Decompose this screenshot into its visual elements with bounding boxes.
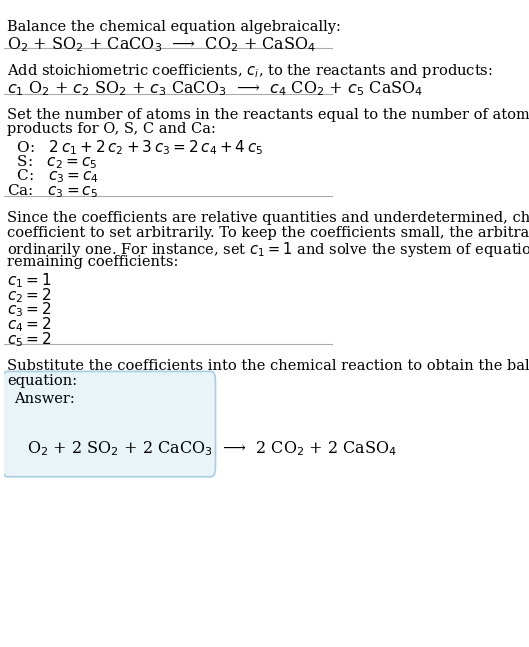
Text: Add stoichiometric coefficients, $c_i$, to the reactants and products:: Add stoichiometric coefficients, $c_i$, … (7, 62, 494, 80)
Text: Since the coefficients are relative quantities and underdetermined, choose a: Since the coefficients are relative quan… (7, 211, 529, 225)
Text: remaining coefficients:: remaining coefficients: (7, 255, 179, 269)
Text: O$_2$ + 2 SO$_2$ + 2 CaCO$_3$  ⟶  2 CO$_2$ + 2 CaSO$_4$: O$_2$ + 2 SO$_2$ + 2 CaCO$_3$ ⟶ 2 CO$_2$… (27, 440, 397, 459)
Text: ordinarily one. For instance, set $c_1 = 1$ and solve the system of equations fo: ordinarily one. For instance, set $c_1 =… (7, 241, 529, 259)
Text: Ca:   $c_3 = c_5$: Ca: $c_3 = c_5$ (7, 182, 98, 200)
Text: $c_4 = 2$: $c_4 = 2$ (7, 315, 52, 334)
Text: $c_3 = 2$: $c_3 = 2$ (7, 300, 52, 319)
Text: $c_1$ O$_2$ + $c_2$ SO$_2$ + $c_3$ CaCO$_3$  ⟶  $c_4$ CO$_2$ + $c_5$ CaSO$_4$: $c_1$ O$_2$ + $c_2$ SO$_2$ + $c_3$ CaCO$… (7, 79, 424, 98)
Text: Substitute the coefficients into the chemical reaction to obtain the balanced: Substitute the coefficients into the che… (7, 359, 529, 373)
Text: S:   $c_2 = c_5$: S: $c_2 = c_5$ (7, 153, 98, 171)
Text: C:   $c_3 = c_4$: C: $c_3 = c_4$ (7, 168, 99, 185)
Text: Set the number of atoms in the reactants equal to the number of atoms in the: Set the number of atoms in the reactants… (7, 107, 529, 122)
Text: coefficient to set arbitrarily. To keep the coefficients small, the arbitrary va: coefficient to set arbitrarily. To keep … (7, 226, 529, 240)
Text: $c_1 = 1$: $c_1 = 1$ (7, 271, 52, 290)
Text: $c_2 = 2$: $c_2 = 2$ (7, 286, 52, 305)
Text: O:   $2\,c_1 + 2\,c_2 + 3\,c_3 = 2\,c_4 + 4\,c_5$: O: $2\,c_1 + 2\,c_2 + 3\,c_3 = 2\,c_4 + … (7, 138, 264, 157)
Text: O$_2$ + SO$_2$ + CaCO$_3$  ⟶  CO$_2$ + CaSO$_4$: O$_2$ + SO$_2$ + CaCO$_3$ ⟶ CO$_2$ + CaS… (7, 35, 316, 54)
Text: equation:: equation: (7, 374, 78, 388)
Text: Answer:: Answer: (14, 392, 75, 406)
Text: $c_5 = 2$: $c_5 = 2$ (7, 330, 52, 349)
FancyBboxPatch shape (3, 371, 215, 477)
Text: Balance the chemical equation algebraically:: Balance the chemical equation algebraica… (7, 20, 341, 34)
Text: products for O, S, C and Ca:: products for O, S, C and Ca: (7, 122, 216, 137)
